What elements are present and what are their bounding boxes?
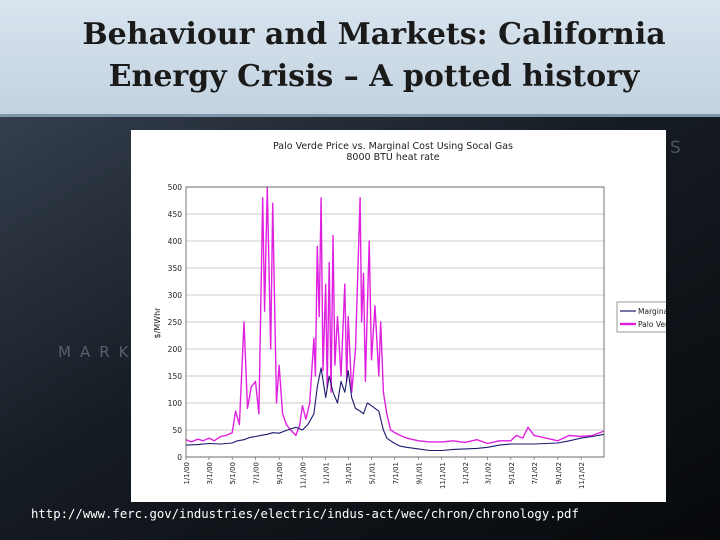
x-tick-label: 3/1/00 bbox=[206, 462, 214, 485]
y-tick-label: 400 bbox=[168, 237, 183, 246]
background-watermark-letter: S bbox=[670, 138, 681, 158]
x-tick-label: 1/1/00 bbox=[183, 462, 191, 485]
legend-palo-verde-label: Palo Verde bbox=[638, 320, 666, 329]
x-tick-label: 11/1/00 bbox=[299, 462, 307, 489]
legend-marginal-label: Marginal bbox=[638, 307, 666, 316]
chart-legend: Marginal Palo Verde bbox=[616, 301, 666, 333]
x-tick-label: 11/1/02 bbox=[578, 462, 586, 489]
x-tick-label: 11/1/01 bbox=[439, 462, 447, 489]
chart-panel: Palo Verde Price vs. Marginal Cost Using… bbox=[131, 130, 666, 502]
y-tick-label: 250 bbox=[168, 318, 183, 327]
y-tick-label: 450 bbox=[168, 210, 183, 219]
x-tick-label: 9/1/01 bbox=[415, 462, 423, 485]
plot-area-border bbox=[185, 186, 605, 458]
y-tick-label: 150 bbox=[168, 372, 183, 381]
x-tick-label: 1/1/01 bbox=[323, 462, 331, 485]
slide-title-line-2: Energy Crisis – A potted history bbox=[108, 59, 640, 94]
chart-title: Palo Verde Price vs. Marginal Cost Using… bbox=[273, 141, 513, 152]
y-tick-label: 100 bbox=[168, 399, 183, 408]
chart-subtitle: 8000 BTU heat rate bbox=[346, 152, 439, 163]
palo-verde-series-line bbox=[185, 186, 605, 445]
slide-title: Behaviour and Markets: California Energy… bbox=[0, 14, 720, 98]
source-url: http://www.ferc.gov/industries/electric/… bbox=[31, 507, 579, 521]
x-tick-label: 9/1/02 bbox=[555, 462, 563, 485]
y-axis-label: $/MWhr bbox=[153, 307, 162, 339]
x-axis-ticks: 1/1/00 3/1/00 5/1/00 7/1/00 9/1/00 11/1/00 1/1… bbox=[183, 457, 586, 489]
x-tick-label: 5/1/00 bbox=[229, 462, 237, 485]
y-tick-label: 500 bbox=[168, 183, 183, 192]
x-tick-label: 5/1/02 bbox=[508, 462, 516, 485]
y-tick-label: 200 bbox=[168, 345, 183, 354]
x-tick-label: 7/1/00 bbox=[252, 462, 260, 485]
slide-title-line-1: Behaviour and Markets: California bbox=[82, 17, 666, 52]
x-tick-label: 3/1/02 bbox=[485, 462, 493, 485]
x-tick-label: 7/1/02 bbox=[531, 462, 539, 485]
y-tick-label: 300 bbox=[168, 291, 183, 300]
y-tick-label: 0 bbox=[177, 453, 182, 462]
x-tick-label: 1/1/02 bbox=[462, 462, 470, 485]
y-axis-ticks: 0 50 100 150 200 250 300 350 400 450 500 bbox=[168, 183, 183, 462]
background-watermark-text: MARKE bbox=[58, 343, 156, 361]
grid-lines bbox=[186, 186, 604, 458]
y-tick-label: 50 bbox=[172, 426, 182, 435]
x-tick-label: 3/1/01 bbox=[345, 462, 353, 485]
price-chart: Palo Verde Price vs. Marginal Cost Using… bbox=[153, 141, 666, 489]
legend-box bbox=[616, 301, 666, 333]
y-tick-label: 350 bbox=[168, 264, 183, 273]
marginal-series-line bbox=[185, 367, 605, 452]
x-tick-label: 9/1/00 bbox=[276, 462, 284, 485]
slide-header: Behaviour and Markets: California Energy… bbox=[0, 0, 720, 117]
x-tick-label: 7/1/01 bbox=[392, 462, 400, 485]
x-tick-label: 5/1/01 bbox=[369, 462, 377, 485]
series-lines bbox=[185, 186, 605, 452]
